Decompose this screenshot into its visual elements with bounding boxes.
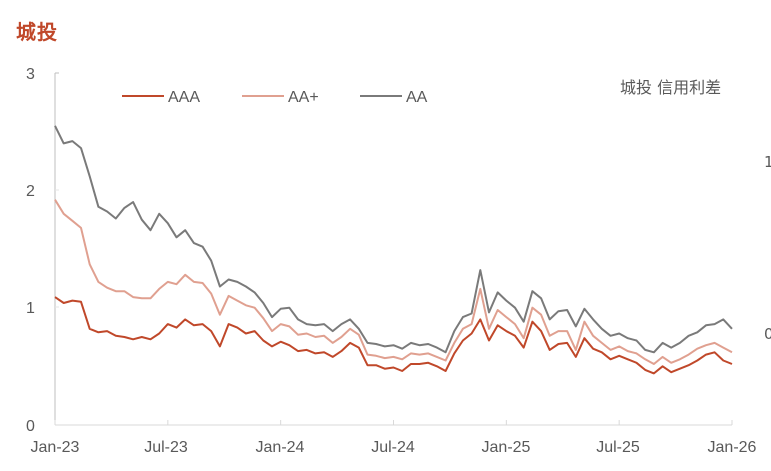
y-tick-label: 0 <box>26 418 35 435</box>
page-title: 城投 <box>16 20 58 44</box>
x-tick-label: Jul-25 <box>596 439 640 456</box>
legend-label-aaa: AAA <box>168 89 200 106</box>
x-tick-label: Jul-24 <box>371 439 415 456</box>
series-line-aa <box>54 125 733 354</box>
y-tick-label: 3 <box>26 66 35 83</box>
right-axis-tick-0: 0 <box>764 325 771 343</box>
y-tick-label: 1 <box>26 300 35 317</box>
legend-label-aa: AA <box>406 89 428 106</box>
legend-label-aa-plus: AA+ <box>288 89 319 106</box>
x-tick-label: Jan-26 <box>708 439 757 456</box>
legend: AAA AA+ AA <box>122 89 428 106</box>
series-line-aa-plus <box>54 199 733 365</box>
right-axis-tick-1: 1 <box>764 153 771 171</box>
y-tick-label: 2 <box>26 183 35 200</box>
x-tick-label: Jul-23 <box>144 439 188 456</box>
x-tick-label: Jan-23 <box>31 439 80 456</box>
series-line-aaa <box>54 296 733 375</box>
x-tick-label: Jan-24 <box>256 439 305 456</box>
chart-subtitle: 城投 信用利差 <box>620 78 722 97</box>
x-tick-label: Jan-25 <box>482 439 531 456</box>
x-tick-marks <box>54 420 733 425</box>
